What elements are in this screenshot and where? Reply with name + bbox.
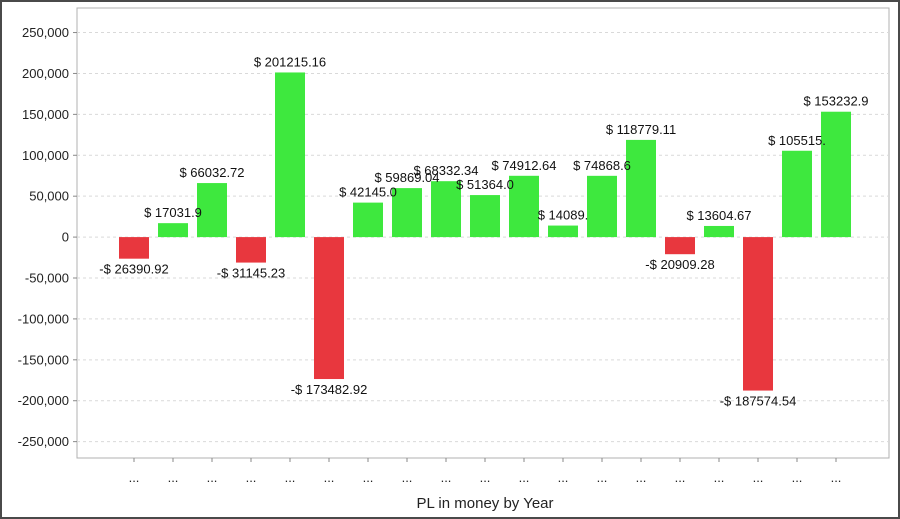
data-label: $ 42145.0 [339,185,397,200]
x-tick-label: ... [402,470,413,485]
y-tick-label: -200,000 [18,393,69,408]
x-axis: ........................................… [129,458,842,485]
x-tick-label: ... [441,470,452,485]
y-axis: 250,000 200,000 150,000 100,000 50,000 0 -50,0… [18,25,77,449]
bar [782,150,812,238]
x-tick-label: ... [363,470,374,485]
x-tick-label: ... [519,470,530,485]
x-tick-label: ... [129,470,140,485]
bar [236,237,266,263]
bar [275,72,305,238]
x-tick-label: ... [831,470,842,485]
x-tick-label: ... [597,470,608,485]
data-label: $ 118779.11 [606,122,676,137]
data-label: -$ 187574.54 [720,394,797,409]
x-tick-label: ... [675,470,686,485]
y-tick-label: 100,000 [22,148,69,163]
data-label: $ 201215.16 [254,54,326,69]
y-tick-label: 150,000 [22,107,69,122]
bar [704,225,734,238]
bar [743,237,773,391]
data-label: -$ 173482.92 [291,382,368,397]
bar [392,188,422,238]
y-tick-label: 200,000 [22,66,69,81]
data-label: -$ 20909.28 [645,257,714,272]
x-tick-label: ... [324,470,335,485]
x-tick-label: ... [558,470,569,485]
x-axis-title: PL in money by Year [416,495,553,512]
bar [314,237,344,380]
x-tick-label: ... [714,470,725,485]
y-tick-label: 0 [62,230,69,245]
data-label: $ 68332.34 [413,163,478,178]
bar [470,195,500,238]
data-label: $ 66032.72 [179,165,244,180]
data-label: $ 74912.64 [491,158,556,173]
bar [431,181,461,238]
x-tick-label: ... [480,470,491,485]
data-label: $ 59869.04 [374,170,439,185]
data-label: $ 51364.0 [456,177,514,192]
data-label: $ 74868.6 [573,158,631,173]
data-label: $ 14089. [538,208,589,223]
y-tick-label: -100,000 [18,311,69,326]
bar [548,225,578,238]
y-tick-label: -150,000 [18,352,69,367]
bar [587,175,617,238]
bar [353,202,383,238]
data-label: $ 153232.9 [803,94,868,109]
y-tick-label: -50,000 [25,271,69,286]
x-tick-label: ... [246,470,257,485]
bar [197,183,227,238]
y-tick-label: 250,000 [22,25,69,40]
bar [821,111,851,238]
data-label: $ 17031.9 [144,205,202,220]
data-label: $ 105515. [768,133,826,148]
x-tick-label: ... [792,470,803,485]
x-tick-label: ... [636,470,647,485]
bar [119,237,149,259]
x-tick-label: ... [753,470,764,485]
bars [119,72,851,391]
x-tick-label: ... [207,470,218,485]
bar [665,237,695,255]
y-tick-label: -250,000 [18,434,69,449]
data-label: -$ 31145.23 [217,266,285,281]
bar [626,139,656,238]
data-label: $ 13604.67 [686,208,751,223]
bar [509,175,539,238]
y-tick-label: 50,000 [29,189,69,204]
x-tick-label: ... [285,470,296,485]
x-tick-label: ... [168,470,179,485]
data-labels: -$ 26390.92 $ 17031.9 $ 66032.72 -$ 31145.2… [99,54,868,408]
data-label: -$ 26390.92 [99,262,168,277]
bar [158,223,188,238]
